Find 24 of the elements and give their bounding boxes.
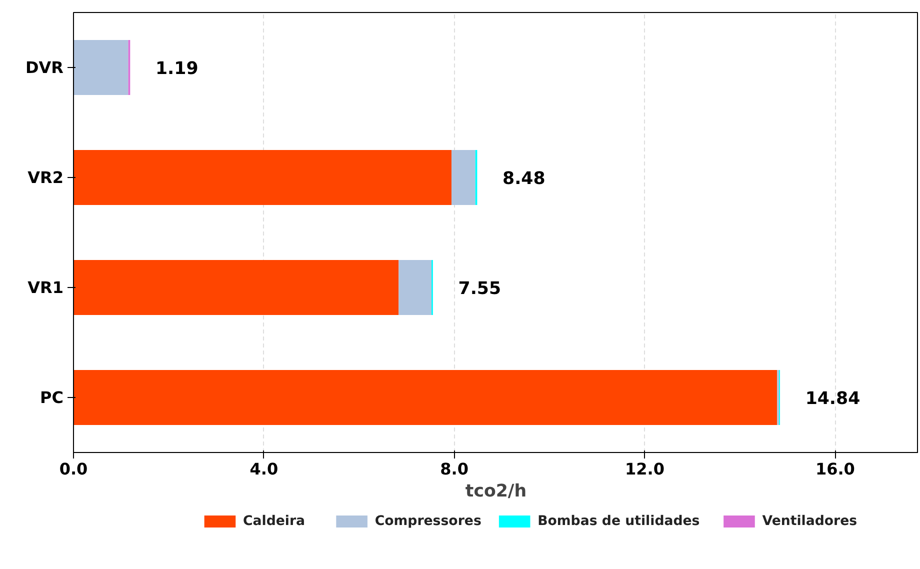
bar xyxy=(74,40,128,95)
x-tick-label: 8.0 xyxy=(440,460,469,478)
y-tick-label: VR1 xyxy=(28,278,64,297)
total-label: 14.84 xyxy=(805,389,860,409)
legend-label: Caldeira xyxy=(242,514,306,529)
x-tick-label: 0.0 xyxy=(59,460,88,478)
legend-label: Ventiladores xyxy=(762,514,858,529)
total-label: 1.19 xyxy=(156,59,198,79)
x-tick-label: 12.0 xyxy=(625,460,665,478)
y-tick-label: DVR xyxy=(26,58,64,77)
total-label: 8.48 xyxy=(502,169,546,189)
legend-label: Bombas de utilidades xyxy=(538,514,700,529)
bar xyxy=(74,260,399,315)
x-tick-label: 4.0 xyxy=(250,460,278,478)
legend-label: Compressores xyxy=(374,514,482,529)
x-tick-label: 16.0 xyxy=(815,460,855,478)
bar xyxy=(398,260,432,315)
x-axis-title: tco2/h xyxy=(465,482,527,502)
total-label: 7.55 xyxy=(458,279,502,299)
bar xyxy=(74,150,452,205)
bar xyxy=(74,370,778,425)
y-tick-label: PC xyxy=(40,388,64,407)
bar xyxy=(451,150,476,205)
y-tick-label: VR2 xyxy=(28,168,64,187)
